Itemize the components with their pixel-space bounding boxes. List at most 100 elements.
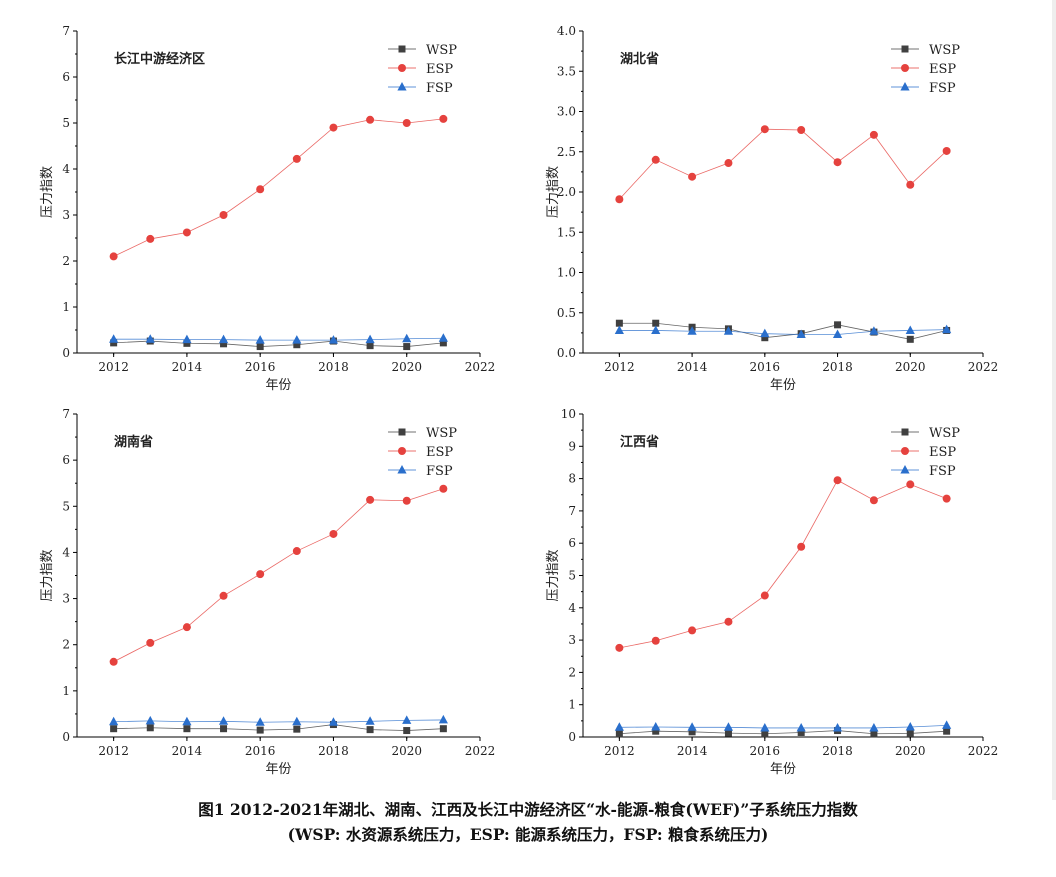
legend-label-wsp: WSP [426,426,457,441]
y-tick-label: 8 [568,472,576,486]
data-point-fsp [723,326,734,335]
data-point-fsp [651,325,661,334]
x-tick-label: 2012 [604,744,635,758]
data-point-wsp [761,334,769,342]
x-tick-label: 2018 [318,360,349,374]
legend-marker-esp [398,447,406,455]
legend-label-fsp: FSP [929,81,956,96]
x-tick-label: 2012 [604,360,635,374]
data-point-fsp [145,334,155,343]
series-line-wsp [619,322,947,340]
legend-label-esp: ESP [929,445,956,460]
y-tick-label: 4 [62,545,70,559]
series-line-fsp [113,719,444,723]
data-point-fsp [255,717,265,726]
legend-marker-wsp [398,45,406,53]
figure-caption-title: 图1 2012-2021年湖北、湖南、江西及长江中游经济区“水-能源-粮食(WE… [198,800,858,819]
chart-panel-2: 0.0 0.5 1.0 1.5 2.0 2.5 3.0 3.5 4.0 2012 2014 2016 2… [546,24,998,393]
data-point-esp [942,494,951,503]
series-line-esp [619,128,947,200]
x-tick-label: 2012 [98,360,129,374]
legend-label-esp: ESP [426,62,453,77]
x-tick-label: 2012 [98,744,129,758]
data-point-esp [402,119,411,127]
data-point-fsp [869,722,879,732]
data-point-wsp [256,343,264,351]
data-point-esp [651,636,660,645]
data-point-wsp [220,725,228,733]
y-tick-label: 7 [62,24,70,38]
series-line-esp [113,118,444,257]
data-point-esp [724,617,733,626]
data-point-esp [256,185,265,194]
data-point-wsp [256,726,264,734]
y-axis-title: 压力指数 [40,166,55,218]
data-point-esp [146,638,155,647]
data-point-wsp [724,729,732,737]
data-point-esp [942,146,951,155]
data-point-fsp [796,722,806,732]
data-point-wsp [652,319,660,327]
data-point-fsp [365,334,375,344]
data-point-esp [688,172,697,181]
x-axis-title: 年份 [265,762,291,777]
data-point-wsp [906,335,914,343]
series-line-esp [113,488,444,663]
y-tick-label: 2 [62,638,70,652]
data-point-wsp [110,725,118,733]
data-point-fsp [218,334,229,344]
data-point-wsp [403,727,411,735]
data-point-fsp [687,722,697,731]
data-point-fsp [796,329,806,338]
data-point-fsp [832,329,843,338]
panel-title: 长江中游经济区 [114,51,205,67]
data-point-wsp [761,730,769,738]
legend-marker-esp [398,64,406,72]
data-point-fsp [402,333,412,343]
data-point-wsp [366,726,374,734]
x-tick-label: 2018 [822,360,853,374]
legend-marker-wsp [901,45,909,53]
y-tick-label: 3.5 [557,64,576,78]
x-tick-label: 2022 [968,360,999,374]
data-point-fsp [328,335,339,344]
y-tick-label: 4 [568,601,576,615]
x-tick-label: 2022 [968,744,999,758]
legend-marker-fsp [397,82,407,91]
data-point-esp [329,529,338,538]
y-tick-label: 5 [62,116,70,130]
y-tick-label: 3 [62,208,70,222]
data-point-fsp [182,334,192,344]
data-point-wsp [183,339,191,347]
y-tick-label: 2.5 [557,145,576,159]
series-line-wsp [619,730,947,735]
data-point-esp [906,480,915,489]
x-tick-label: 2014 [172,360,203,374]
data-point-fsp [438,333,448,342]
data-point-esp [109,657,118,666]
data-point-fsp [255,335,265,344]
x-tick-label: 2016 [245,360,276,374]
data-point-esp [439,484,448,493]
y-tick-label: 3.0 [557,105,576,119]
y-tick-label: 0.5 [557,306,576,320]
figure-caption-legend-note: (WSP: 水资源系统压力，ESP: 能源系统压力，FSP: 粮食系统压力) [287,825,769,844]
data-point-fsp [905,721,915,731]
data-point-esp [797,542,806,551]
legend-label-fsp: FSP [929,464,956,479]
x-tick-label: 2020 [391,744,422,758]
y-tick-label: 5 [62,499,70,513]
y-tick-label: 0 [62,730,70,744]
data-point-fsp [109,716,119,726]
data-point-fsp [292,335,302,344]
series-line-fsp [113,337,444,341]
data-point-esp [724,159,733,168]
data-point-wsp [906,729,914,737]
data-point-wsp [870,730,878,738]
series-line-esp [619,479,947,649]
y-tick-label: 6 [62,453,70,467]
data-point-wsp [439,725,447,733]
data-point-esp [688,626,697,635]
data-point-esp [615,643,624,652]
data-point-wsp [110,339,118,347]
